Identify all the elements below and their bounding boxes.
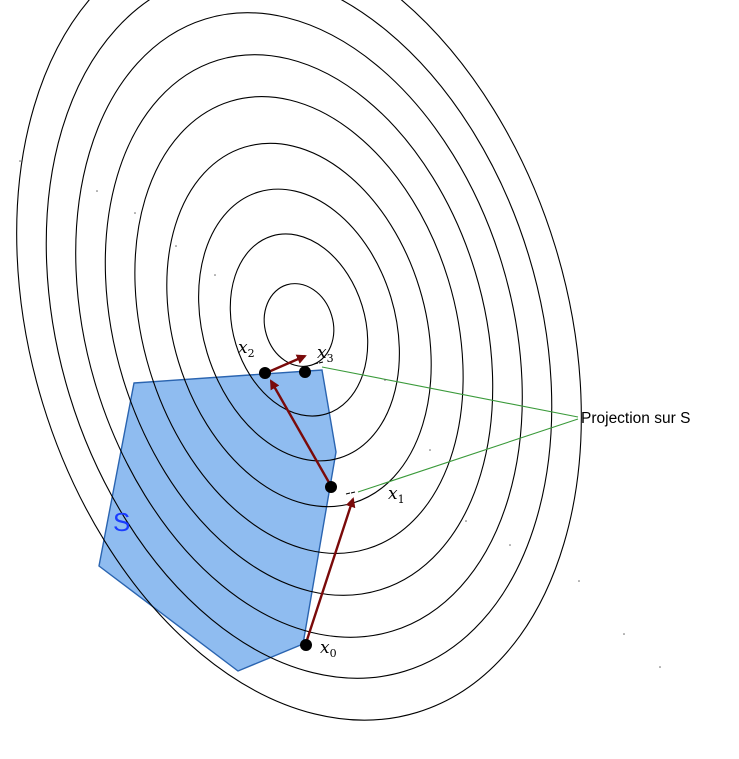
- step-arrow-x1-x2: [269, 379, 333, 487]
- label-x0: x0: [320, 638, 337, 660]
- label-x1: x1: [388, 484, 405, 506]
- contour-6: [104, 54, 494, 596]
- contour-7: [75, 12, 523, 638]
- projection-leader-top: [321, 366, 579, 418]
- point-x2: [259, 367, 271, 379]
- contour-2: [229, 233, 369, 417]
- tick-mark-x1: [345, 491, 356, 495]
- point-x1: [325, 481, 337, 493]
- faint-dots: [19, 160, 661, 668]
- step-arrow-x0-x1: [304, 497, 356, 644]
- point-x3: [299, 366, 311, 378]
- label-x2: x2: [238, 338, 255, 360]
- tick-mark-x3: [313, 361, 324, 365]
- contour-9: [16, 0, 582, 721]
- projection-callout: Projection sur S: [581, 410, 690, 427]
- projection-leader-bottom: [357, 418, 579, 493]
- level-set-contours: [16, 0, 582, 721]
- label-x3: x3: [317, 343, 334, 365]
- point-x0: [300, 639, 312, 651]
- region-label: S: [113, 507, 130, 537]
- contour-1: [263, 283, 335, 367]
- step-arrow-x2-x3: [265, 354, 307, 375]
